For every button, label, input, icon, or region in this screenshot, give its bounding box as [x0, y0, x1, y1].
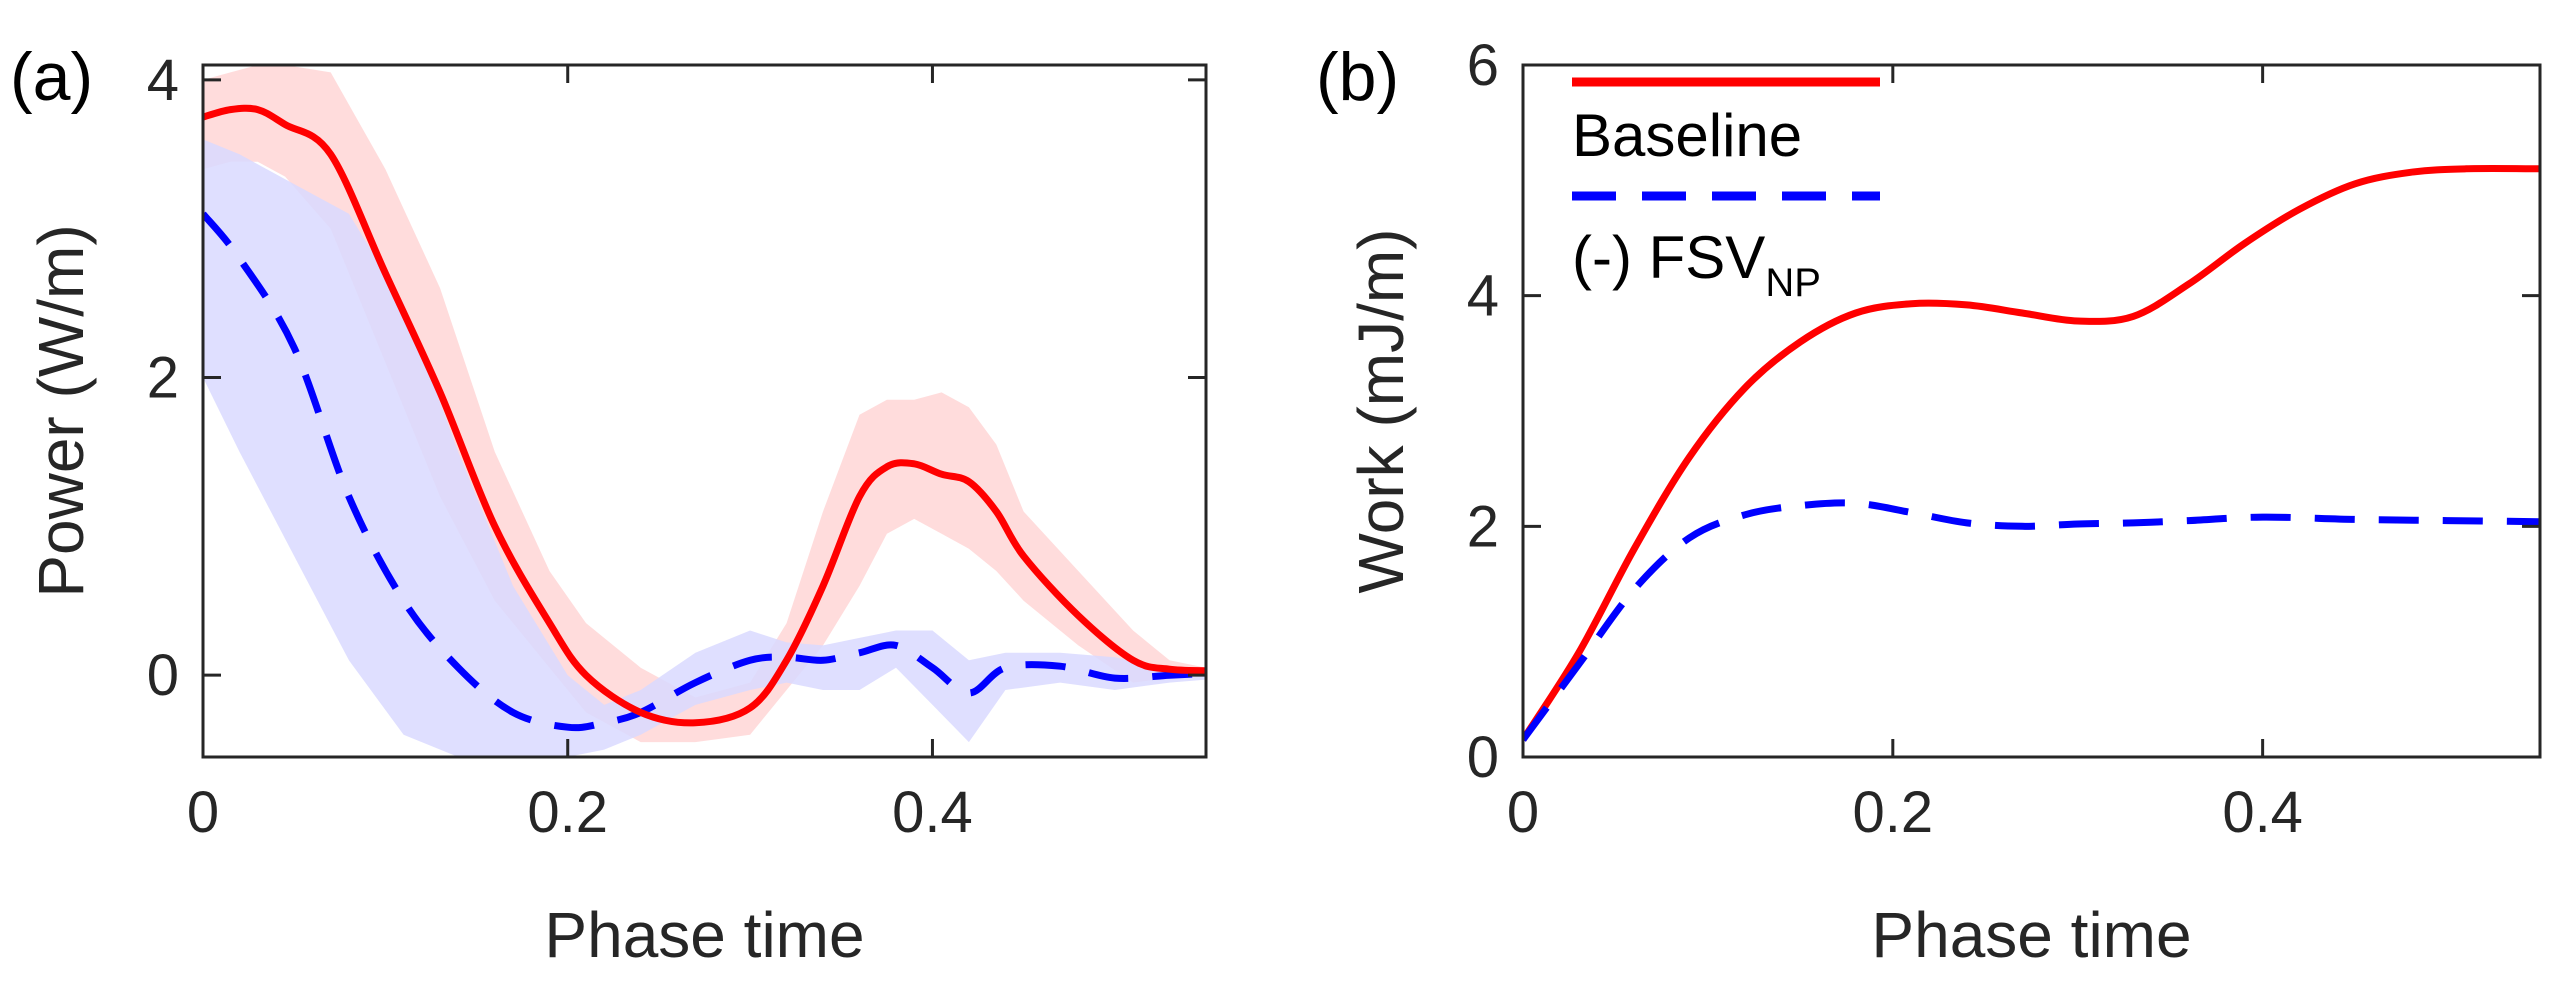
panel-b-letter: (b): [1316, 39, 1399, 115]
panel-a-ticks: 0 0.2 0.4 0 2 4: [147, 48, 1206, 845]
panel-a-bands: [203, 65, 1206, 757]
panel-b-y-tick-label: 4: [1467, 264, 1499, 329]
panel-b-lines: [1523, 165, 2540, 742]
panel-a-line-baseline: [203, 104, 1206, 727]
panel-b-y-tick-label: 6: [1467, 33, 1499, 98]
panel-a-x-axis-label: Phase time: [544, 899, 864, 971]
panel-b-x-tick-label: 0.2: [1852, 780, 1933, 845]
panel-a-letter: (a): [10, 39, 93, 115]
panel-b-x-tick-label: 0.4: [2222, 780, 2303, 845]
panel-a-x-tick-label: 0: [187, 780, 219, 845]
panel-a-y-tick-label: 0: [147, 643, 179, 708]
panel-a: (a) 0 0.2 0.4 0 2 4 Phase time Power (W/m): [10, 39, 1208, 971]
legend-fsv-label: (-) FSVNP: [1572, 224, 1821, 305]
panel-a-x-tick-label: 0.2: [527, 780, 608, 845]
panel-b-ticks: 0 0.2 0.4 0 2 4 6: [1467, 33, 2540, 845]
legend-baseline-label: Baseline: [1572, 102, 1802, 169]
legend: Baseline (-) FSVNP: [1572, 77, 1880, 305]
panel-a-band-fsv: [203, 139, 1206, 757]
panel-b-x-axis-label: Phase time: [1871, 899, 2191, 971]
panel-b-x-tick-label: 0: [1507, 780, 1539, 845]
panel-b-line-baseline: [1523, 165, 2540, 742]
panel-a-axes-frame: [201, 63, 1208, 759]
panel-b: (b) 0 0.2 0.4 0 2 4 6 Phase time Work (mJ/m) B…: [1316, 33, 2542, 971]
panel-a-x-tick-label: 0.4: [892, 780, 973, 845]
panel-b-y-tick-label: 2: [1467, 494, 1499, 559]
panel-b-axes-frame: [1521, 63, 2542, 759]
panel-a-y-tick-label: 4: [147, 48, 179, 113]
panel-b-y-tick-label: 0: [1467, 725, 1499, 790]
panel-b-y-axis-label: Work (mJ/m): [1345, 229, 1417, 594]
panel-a-lines: [203, 104, 1206, 732]
panel-b-line-fsv: [1523, 499, 2540, 742]
panel-a-y-tick-label: 2: [147, 346, 179, 411]
panel-a-line-fsv: [203, 211, 1206, 732]
legend-fsv-subscript: NP: [1765, 261, 1821, 305]
panel-a-y-axis-label: Power (W/m): [25, 224, 97, 597]
legend-fsv-prefix: (-) FSV: [1572, 224, 1765, 291]
